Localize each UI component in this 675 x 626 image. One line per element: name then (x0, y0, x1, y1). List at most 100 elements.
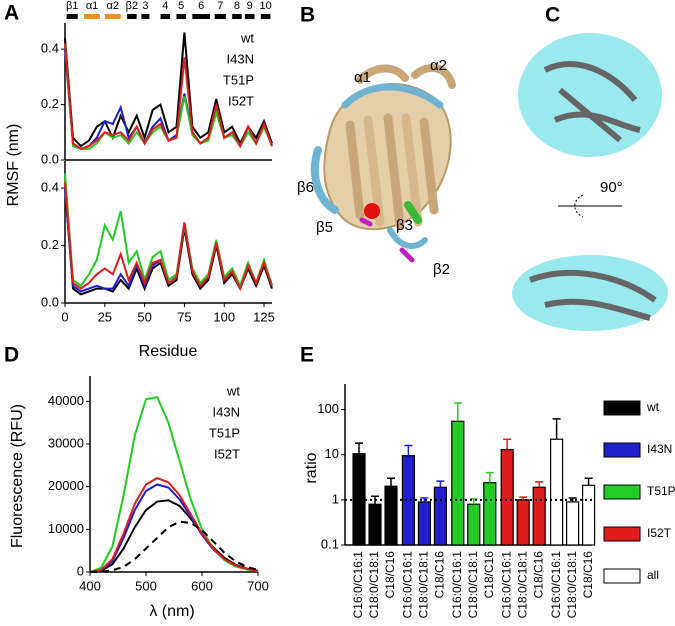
y-axis-label: RMSF (nm) (5, 124, 22, 207)
x-tick-label: C18:0/C18:1 (417, 551, 431, 619)
x-tick-label: C16:0/C16:1 (450, 551, 464, 619)
x-tick-label: C18/C16 (581, 551, 595, 599)
bar (532, 486, 546, 546)
y-tick-label: 0.2 (41, 96, 59, 111)
y-tick-label: 10 (325, 446, 339, 461)
y-tick-label: 0.2 (41, 237, 59, 252)
secondary-structure (160, 14, 171, 19)
secondary-structure-label: 10 (260, 0, 272, 12)
x-tick-label: 500 (135, 578, 157, 593)
legend-label: T51P (647, 484, 675, 498)
x-tick-label: C18:0/C18:1 (515, 551, 529, 619)
error-bar (420, 497, 429, 502)
series-line (64, 43, 273, 151)
legend-label: wt (226, 383, 240, 398)
y-tick-label: 0.4 (41, 179, 59, 194)
secondary-structure (66, 14, 78, 19)
secondary-structure (141, 14, 150, 19)
secondary-structure (127, 14, 137, 19)
error-bar (552, 418, 561, 440)
panel-label: D (4, 344, 19, 367)
series-line (89, 476, 259, 573)
panel-label: E (300, 344, 314, 367)
legend-label: I43N (647, 442, 672, 456)
secondary-structure-label: 5 (178, 0, 184, 12)
y-tick-label: 100 (317, 401, 339, 416)
error-bar (503, 438, 512, 450)
legend-swatch (603, 442, 641, 458)
error-bar (387, 477, 395, 487)
secondary-structure (84, 14, 101, 19)
x-tick-label: C16:0/C16:1 (549, 551, 563, 619)
secondary-structure-label: 6 (198, 0, 204, 12)
error-bar (436, 480, 445, 488)
series-line (64, 173, 273, 289)
error-bar (568, 497, 577, 502)
y-tick-label: 0 (77, 563, 84, 578)
bar (451, 420, 465, 546)
legend-label: all (647, 568, 659, 582)
structure-label: β5 (316, 219, 333, 236)
secondary-structure-label: 4 (162, 0, 168, 12)
bar (384, 485, 398, 546)
panel-label: B (300, 4, 315, 27)
secondary-structure-label: β2 (126, 0, 138, 12)
y-tick-label: 10000 (48, 521, 84, 536)
bar (401, 455, 415, 546)
y-tick-label: 1 (332, 491, 339, 506)
secondary-structure-label: α2 (107, 0, 119, 12)
legend-label: I43N (213, 404, 240, 419)
panel-label: A (4, 2, 19, 25)
structure-label: α2 (430, 57, 447, 74)
bar (581, 484, 596, 546)
structure-label: β3 (396, 217, 413, 234)
bar (483, 482, 497, 546)
y-tick-label: 0.0 (41, 294, 59, 309)
surface-structure (512, 33, 668, 331)
legend-label: I52T (214, 446, 240, 461)
x-tick-label: 0 (61, 309, 68, 324)
y-tick-label: 0.1 (321, 536, 339, 551)
legend-label: I43N (227, 51, 254, 66)
series-line (64, 182, 273, 292)
error-bar (404, 444, 413, 456)
x-tick-label: 700 (247, 578, 269, 593)
error-bar (355, 442, 363, 454)
legend-label: T51P (223, 72, 254, 87)
error-bar (584, 477, 593, 486)
bar (500, 448, 514, 546)
bar (516, 499, 530, 546)
x-tick-label: 400 (79, 578, 101, 593)
x-tick-label: C18:0/C18:1 (466, 551, 480, 619)
x-tick-label: 600 (191, 578, 213, 593)
x-tick-label: C18/C16 (433, 551, 447, 599)
legend-swatch (603, 400, 641, 416)
rotation-label: 90° (600, 179, 623, 196)
x-axis-label: Residue (139, 343, 198, 360)
series-line (89, 395, 259, 573)
y-tick-label: 30000 (48, 435, 84, 450)
x-tick-label: C18:0/C18:1 (367, 551, 381, 619)
bar (467, 503, 481, 546)
x-tick-label: 125 (253, 309, 275, 324)
error-bar (519, 496, 528, 500)
secondary-structure-label: 3 (142, 0, 148, 12)
legend-swatch (603, 484, 641, 500)
x-tick-label: C16:0/C16:1 (351, 551, 365, 619)
y-tick-label: 0.4 (41, 41, 59, 56)
x-tick-label: C18/C16 (531, 551, 545, 599)
legend-swatch (603, 526, 641, 542)
bar (352, 453, 366, 546)
secondary-structure (214, 14, 226, 19)
secondary-structure (244, 14, 255, 19)
bar (565, 501, 580, 546)
series-line (64, 32, 273, 148)
structure-label: α1 (354, 69, 371, 86)
error-bar (485, 471, 494, 483)
x-tick-label: C16:0/C16:1 (499, 551, 513, 619)
series-line (89, 520, 259, 573)
secondary-structure (104, 14, 121, 19)
x-tick-label: 75 (177, 309, 191, 324)
x-tick-label: C18:0/C18:1 (565, 551, 579, 619)
